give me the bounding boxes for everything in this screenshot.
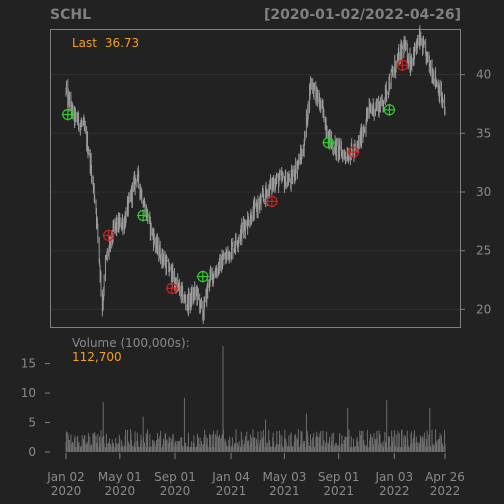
x-tick-label-month: Apr 26 <box>425 470 465 484</box>
price-tick-label: 20 <box>476 302 491 316</box>
x-tick-label-month: Sep 01 <box>154 470 196 484</box>
signal-markers <box>61 59 409 295</box>
price-candles <box>65 25 446 325</box>
buy-signal-marker <box>61 108 74 121</box>
volume-tick-label: 0 <box>28 445 36 459</box>
x-tick-label-month: May 03 <box>262 470 306 484</box>
price-tick-label: 25 <box>476 244 491 258</box>
x-tick-label-year: 2021 <box>323 484 354 498</box>
sell-signal-marker <box>102 229 115 242</box>
chart-date-range: [2020-01-02/2022-04-26] <box>264 7 461 23</box>
sell-signal-marker <box>396 59 409 72</box>
sell-signal-marker <box>347 146 360 159</box>
price-y-axis: 20 25 30 35 40 <box>460 68 491 316</box>
price-grid <box>51 74 460 310</box>
x-tick-label-month: Jan 04 <box>211 470 250 484</box>
sell-signal-marker <box>165 282 178 295</box>
x-tick-label-year: 2021 <box>269 484 300 498</box>
chart-symbol: SCHL <box>50 7 91 23</box>
last-price-value: 36.73 <box>105 36 139 50</box>
x-tick-label-year: 2021 <box>216 484 247 498</box>
x-tick-label-year: 2022 <box>379 484 410 498</box>
buy-signal-marker <box>322 136 335 149</box>
volume-bars <box>65 345 446 452</box>
price-panel: 20 25 30 35 40 Last 36.73 <box>50 25 491 328</box>
x-tick-label-year: 2022 <box>430 484 461 498</box>
volume-panel: 0 5 10 15 Volume (100,000s): 112,700 <box>21 327 461 459</box>
x-tick-label-month: Jan 02 <box>46 470 85 484</box>
x-tick-label-month: Jan 03 <box>375 470 414 484</box>
x-tick-label-month: Sep 01 <box>318 470 360 484</box>
x-tick-label-year: 2020 <box>105 484 136 498</box>
volume-label: Volume (100,000s): <box>72 336 190 350</box>
price-tick-label: 30 <box>476 185 491 199</box>
buy-signal-marker <box>137 209 150 222</box>
volume-tick-label: 5 <box>28 416 36 430</box>
last-price-prefix: Last <box>72 36 97 50</box>
buy-signal-marker <box>383 103 396 116</box>
x-tick-label-year: 2020 <box>51 484 82 498</box>
price-tick-label: 35 <box>476 126 491 140</box>
volume-tick-label: 15 <box>21 357 36 371</box>
volume-y-axis: 0 5 10 15 <box>21 357 50 459</box>
x-tick-label-month: May 01 <box>98 470 142 484</box>
x-tick-label-year: 2020 <box>160 484 191 498</box>
last-price-label: Last 36.73 <box>72 36 139 50</box>
sell-signal-marker <box>265 195 278 208</box>
volume-last-value: 112,700 <box>72 350 122 364</box>
volume-tick-label: 10 <box>21 386 36 400</box>
buy-signal-marker <box>196 270 209 283</box>
price-tick-label: 40 <box>476 68 491 82</box>
